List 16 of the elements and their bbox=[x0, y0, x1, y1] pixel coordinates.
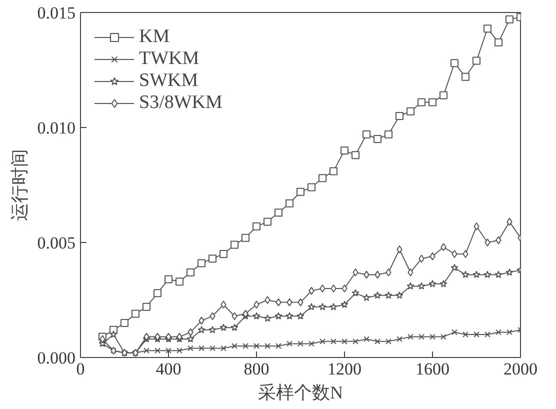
x-tick-label: 0 bbox=[76, 360, 85, 378]
x-tick-label: 1600 bbox=[416, 360, 450, 378]
legend-label: S3/8WKM bbox=[139, 92, 222, 114]
x-tick-label: 800 bbox=[244, 360, 270, 378]
x-tick-label: 400 bbox=[156, 360, 182, 378]
legend-label: TWKM bbox=[139, 48, 200, 70]
y-tick-label: 0.000 bbox=[37, 348, 76, 368]
y-axis-title: 运行时间 bbox=[9, 149, 30, 221]
y-tick-label: 0.005 bbox=[37, 234, 76, 252]
y-tick-label: 0.010 bbox=[37, 118, 76, 138]
x-tick-label: 2000 bbox=[504, 360, 538, 378]
legend-label: KM bbox=[139, 26, 170, 48]
y-tick-label: 0.015 bbox=[37, 4, 76, 22]
x-axis-title: 采样个数N bbox=[258, 382, 343, 402]
x-tick-label: 1200 bbox=[328, 360, 362, 378]
legend-label: SWKM bbox=[139, 70, 198, 92]
